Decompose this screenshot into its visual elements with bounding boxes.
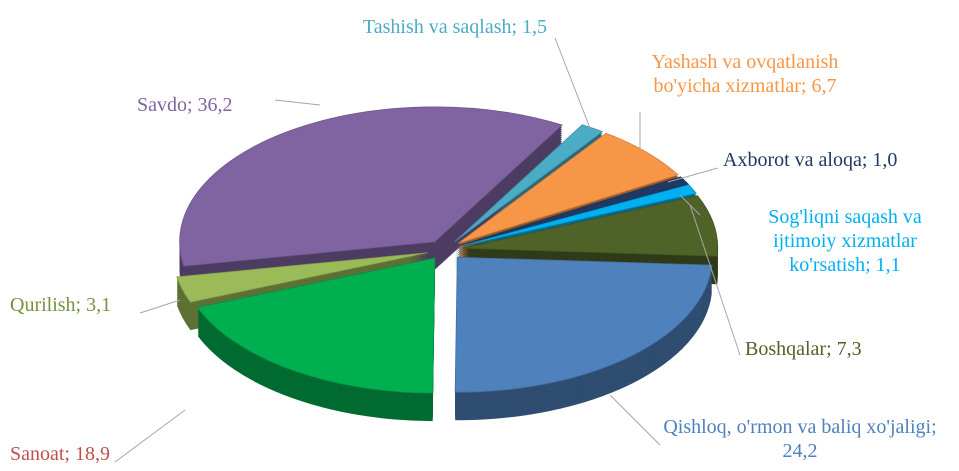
- leader-line: [609, 394, 661, 446]
- leader-line: [274, 99, 321, 106]
- slice: [176, 252, 428, 303]
- slice: [454, 124, 604, 242]
- slice: [458, 132, 679, 244]
- leader-line: [689, 204, 741, 356]
- data-label: Sanoat; 18,9: [10, 443, 110, 465]
- leader-line: [667, 167, 719, 183]
- data-label: Yashash va ovqatlanish bo'yicha xizmatla…: [651, 51, 839, 97]
- leader-line: [554, 37, 591, 129]
- data-label: Savdo; 36,2: [137, 94, 233, 116]
- leader-line: [139, 299, 181, 314]
- leader-line: [114, 409, 186, 463]
- data-label: Boshqalar; 7,3: [745, 338, 862, 360]
- data-label: Qurilish; 3,1: [10, 294, 112, 316]
- slice: [462, 195, 719, 257]
- slice: [461, 184, 697, 247]
- data-label: Sog'liqni saqash va ijtimoiy xizmatlar k…: [768, 206, 922, 276]
- data-label: Qishloq, o'rmon va baliq xo'jaligi; 24,2: [663, 416, 937, 462]
- data-label: Tashish va saqlash; 1,5: [362, 16, 548, 38]
- slice: [460, 176, 689, 246]
- slice: [179, 106, 563, 267]
- data-label: Axborot va aloqa; 1,0: [723, 149, 898, 171]
- slice: [454, 256, 713, 393]
- slice: [196, 257, 436, 394]
